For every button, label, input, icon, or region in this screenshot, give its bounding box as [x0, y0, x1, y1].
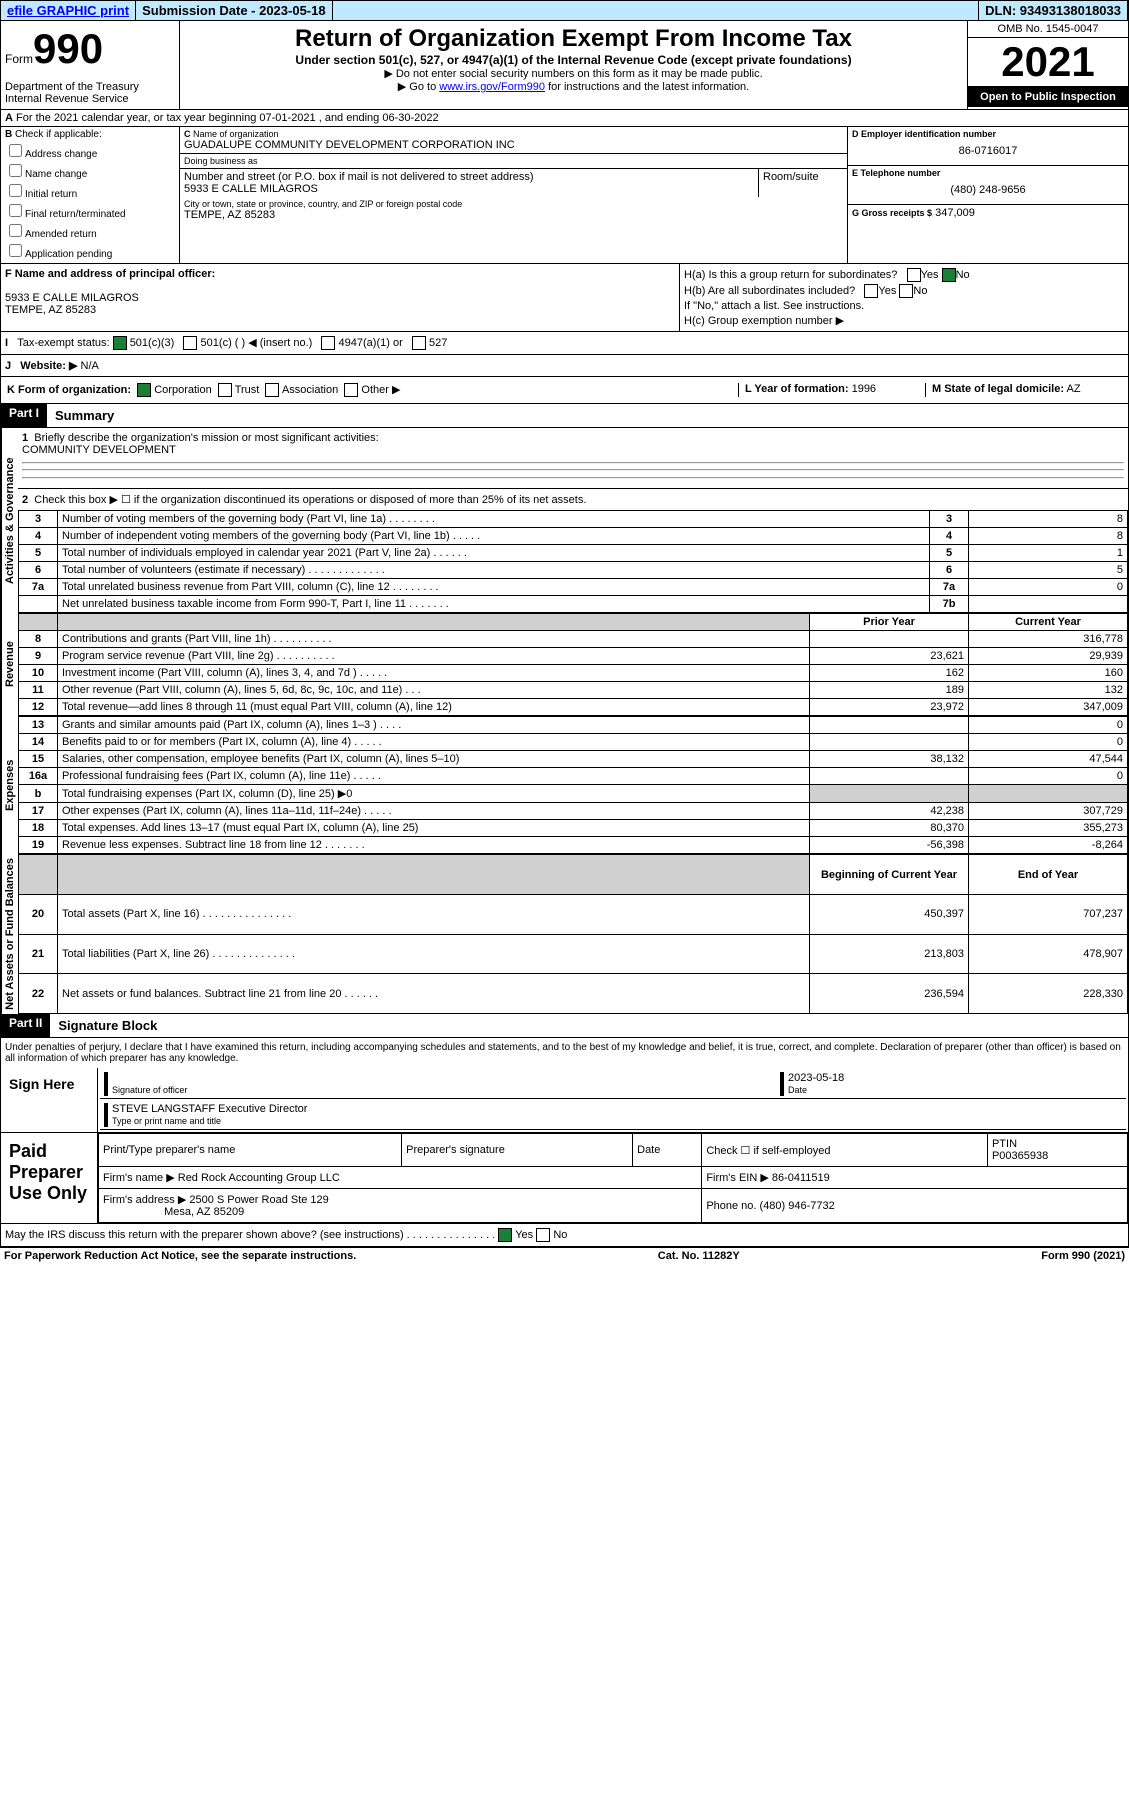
- k-other[interactable]: [344, 383, 358, 397]
- exp-label: Expenses: [1, 716, 18, 854]
- firm-addr: 2500 S Power Road Ste 129: [189, 1194, 328, 1206]
- chk-final-return[interactable]: Final return/terminated: [5, 201, 175, 220]
- year-box: OMB No. 1545-0047 2021 Open to Public In…: [967, 21, 1128, 109]
- state-domicile: AZ: [1066, 383, 1080, 395]
- year-formation: 1996: [852, 383, 876, 395]
- form-header: Form990 Department of the Treasury Inter…: [0, 21, 1129, 110]
- part2-header: Part II Signature Block: [0, 1014, 1129, 1038]
- inspection-label: Open to Public Inspection: [968, 87, 1128, 107]
- k-corp[interactable]: [137, 383, 151, 397]
- declaration: Under penalties of perjury, I declare th…: [1, 1038, 1128, 1068]
- discuss-no[interactable]: [536, 1228, 550, 1242]
- part1-header: Part I Summary: [0, 404, 1129, 428]
- section-fh: F Name and address of principal officer:…: [0, 264, 1129, 332]
- firm-ein: 86-0411519: [772, 1172, 830, 1184]
- row-j: J Website: ▶ N/A: [0, 355, 1129, 377]
- irs-link[interactable]: www.irs.gov/Form990: [439, 81, 545, 93]
- form-number-box: Form990 Department of the Treasury Inter…: [1, 21, 180, 109]
- ha-yes[interactable]: [907, 268, 921, 282]
- omb-number: OMB No. 1545-0047: [968, 21, 1128, 38]
- top-bar: efile GRAPHIC print Submission Date - 20…: [0, 0, 1129, 21]
- k-trust[interactable]: [218, 383, 232, 397]
- col-f: F Name and address of principal officer:…: [1, 264, 680, 331]
- hb-yes[interactable]: [864, 284, 878, 298]
- chk-address-change[interactable]: Address change: [5, 141, 175, 160]
- section-revenue: Revenue Prior YearCurrent Year8Contribut…: [0, 613, 1129, 716]
- telephone-box: E Telephone number (480) 248-9656: [848, 166, 1128, 205]
- gross-receipts-box: G Gross receipts $ 347,009: [848, 205, 1128, 221]
- ptin-value: P00365938: [992, 1150, 1048, 1162]
- form-note-2: ▶ Go to www.irs.gov/Form990 for instruct…: [184, 80, 963, 93]
- dept-label: Department of the Treasury Internal Reve…: [5, 81, 175, 105]
- section-governance: Activities & Governance 1 Briefly descri…: [0, 428, 1129, 613]
- footer: For Paperwork Reduction Act Notice, see …: [0, 1247, 1129, 1264]
- form-subtitle: Under section 501(c), 527, or 4947(a)(1)…: [184, 53, 963, 67]
- efile-link[interactable]: efile GRAPHIC print: [1, 1, 136, 20]
- chk-name-change[interactable]: Name change: [5, 161, 175, 180]
- mission-text: COMMUNITY DEVELOPMENT: [22, 444, 176, 456]
- tax-4947[interactable]: [321, 336, 335, 350]
- row-k: K Form of organization: Corporation Trus…: [0, 377, 1129, 404]
- chk-initial-return[interactable]: Initial return: [5, 181, 175, 200]
- section-bc: B Check if applicable: Address change Na…: [0, 127, 1129, 264]
- officer-name: STEVE LANGSTAFF Executive Director: [112, 1103, 307, 1115]
- street-box: Number and street (or P.O. box if mail i…: [180, 169, 759, 197]
- city-state-zip: TEMPE, AZ 85283: [184, 209, 843, 221]
- signature-area: Under penalties of perjury, I declare th…: [0, 1038, 1129, 1247]
- hb-no[interactable]: [899, 284, 913, 298]
- gross-receipts-value: 347,009: [935, 207, 975, 219]
- ein-value: 86-0716017: [852, 145, 1124, 157]
- firm-city: Mesa, AZ 85209: [164, 1206, 244, 1218]
- sign-here-label: Sign Here: [1, 1068, 98, 1132]
- net-label: Net Assets or Fund Balances: [1, 854, 18, 1014]
- col-b-checkboxes: B Check if applicable: Address change Na…: [1, 127, 180, 263]
- discuss-row: May the IRS discuss this return with the…: [1, 1223, 1128, 1246]
- tax-527[interactable]: [412, 336, 426, 350]
- sig-date-value: 2023-05-18: [788, 1072, 844, 1084]
- telephone-value: (480) 248-9656: [852, 184, 1124, 196]
- city-box: City or town, state or province, country…: [180, 197, 847, 223]
- form-ref: Form 990 (2021): [1041, 1250, 1125, 1262]
- paperwork-notice: For Paperwork Reduction Act Notice, see …: [4, 1250, 356, 1262]
- col-h: H(a) Is this a group return for subordin…: [680, 264, 1128, 331]
- section-net-assets: Net Assets or Fund Balances Beginning of…: [0, 854, 1129, 1014]
- ein-box: D Employer identification number 86-0716…: [848, 127, 1128, 166]
- col-d: D Employer identification number 86-0716…: [847, 127, 1128, 263]
- firm-phone: (480) 946-7732: [760, 1200, 835, 1212]
- cat-no: Cat. No. 11282Y: [658, 1250, 740, 1262]
- row-i: I Tax-exempt status: 501(c)(3) 501(c) ( …: [0, 332, 1129, 355]
- dba-box: Doing business as: [180, 154, 847, 169]
- chk-pending[interactable]: Application pending: [5, 241, 175, 260]
- form-number: 990: [33, 25, 103, 72]
- firm-name: Red Rock Accounting Group LLC: [178, 1172, 340, 1184]
- submission-date: Submission Date - 2023-05-18: [136, 1, 333, 20]
- org-name-box: C Name of organization GUADALUPE COMMUNI…: [180, 127, 847, 154]
- ha-no[interactable]: [942, 268, 956, 282]
- paid-preparer-label: Paid Preparer Use Only: [1, 1133, 98, 1223]
- dln: DLN: 93493138018033: [978, 1, 1128, 20]
- form-title: Return of Organization Exempt From Incom…: [184, 25, 963, 53]
- gov-label: Activities & Governance: [1, 428, 18, 613]
- officer-addr2: TEMPE, AZ 85283: [5, 304, 675, 316]
- room-box: Room/suite: [759, 169, 847, 197]
- tax-501c3[interactable]: [113, 336, 127, 350]
- row-a: A For the 2021 calendar year, or tax yea…: [0, 110, 1129, 127]
- rev-label: Revenue: [1, 613, 18, 716]
- discuss-yes[interactable]: [498, 1228, 512, 1242]
- tax-501c[interactable]: [183, 336, 197, 350]
- form-note-1: ▶ Do not enter social security numbers o…: [184, 67, 963, 80]
- officer-addr1: 5933 E CALLE MILAGROS: [5, 292, 675, 304]
- org-name: GUADALUPE COMMUNITY DEVELOPMENT CORPORAT…: [184, 139, 843, 151]
- website-value: N/A: [81, 360, 99, 372]
- section-expenses: Expenses 13Grants and similar amounts pa…: [0, 716, 1129, 854]
- form-label: Form: [5, 52, 33, 66]
- k-assoc[interactable]: [265, 383, 279, 397]
- form-title-area: Return of Organization Exempt From Incom…: [180, 21, 967, 109]
- street-address: 5933 E CALLE MILAGROS: [184, 183, 754, 195]
- col-c: C Name of organization GUADALUPE COMMUNI…: [180, 127, 847, 263]
- chk-amended[interactable]: Amended return: [5, 221, 175, 240]
- tax-year: 2021: [968, 38, 1128, 87]
